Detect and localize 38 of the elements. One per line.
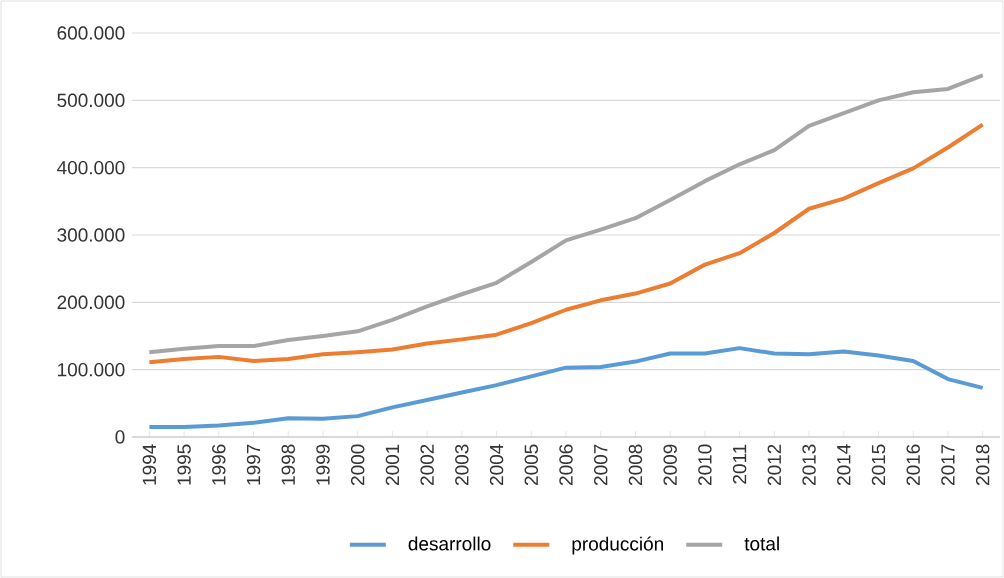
y-tick-label: 400.000 bbox=[57, 160, 125, 175]
legend-label: total bbox=[744, 536, 779, 551]
x-tick-label: 2011 bbox=[732, 444, 747, 484]
x-tick-label: 2014 bbox=[837, 444, 851, 486]
x-tick-label: 2004 bbox=[489, 444, 504, 486]
x-tick-label: 2017 bbox=[941, 444, 955, 486]
y-tick-label: 200.000 bbox=[57, 295, 125, 310]
line-series bbox=[147, 122, 985, 365]
x-tick-label: 2003 bbox=[455, 444, 469, 486]
x-tick-label: 1995 bbox=[177, 444, 191, 485]
x-tick-label: 2002 bbox=[420, 444, 434, 486]
x-tick-label: 1998 bbox=[281, 444, 295, 485]
x-tick-label: 1996 bbox=[212, 444, 226, 485]
line-series bbox=[147, 346, 985, 429]
x-tick-label: 2009 bbox=[663, 444, 677, 486]
y-tick-label: 500.000 bbox=[57, 93, 125, 108]
legend-label: producción bbox=[572, 536, 663, 555]
x-tick-label: 2012 bbox=[767, 444, 782, 486]
x-tick-label: 1997 bbox=[246, 444, 261, 485]
x-tick-label: 2001 bbox=[385, 444, 400, 486]
line-series bbox=[147, 73, 985, 355]
x-tick-label: 2015 bbox=[871, 444, 886, 486]
x-tick-label: 2008 bbox=[628, 444, 643, 486]
y-tick-label: 0 bbox=[115, 430, 125, 444]
x-tick-label: 2007 bbox=[594, 444, 608, 486]
x-tick-label: 2000 bbox=[350, 444, 365, 486]
x-tick-label: 2006 bbox=[559, 444, 573, 486]
x-tick-label: 2005 bbox=[524, 444, 539, 486]
y-tick-label: 100.000 bbox=[58, 362, 125, 377]
legend-label: desarrollo bbox=[408, 536, 491, 551]
x-tick-label: 2016 bbox=[906, 444, 920, 486]
x-tick-label: 2013 bbox=[802, 444, 816, 486]
x-tick-label: 1999 bbox=[316, 444, 330, 485]
x-tick-label: 2010 bbox=[698, 444, 712, 486]
y-tick-label: 600.000 bbox=[57, 26, 125, 40]
x-tick-label: 1994 bbox=[142, 444, 157, 485]
y-tick-label: 300.000 bbox=[57, 228, 125, 242]
x-tick-label: 2018 bbox=[975, 444, 990, 486]
